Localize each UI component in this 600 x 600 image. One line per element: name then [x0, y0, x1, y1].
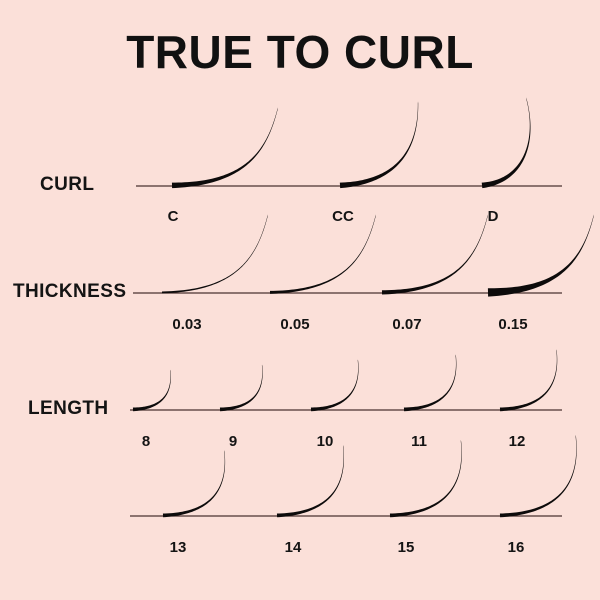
tick-label-length-13: 13 — [169, 539, 187, 556]
tick-label-length-11: 11 — [411, 433, 427, 450]
lash-curl-CC — [339, 101, 419, 189]
row-label-length: LENGTH — [28, 398, 109, 419]
tick-label-length-12: 12 — [508, 433, 526, 450]
tick-label-thickness-0.05: 0.05 — [280, 316, 310, 333]
lash-length-10 — [310, 359, 359, 412]
lash-length-15 — [389, 439, 462, 518]
lash-thickness-0.15 — [487, 214, 594, 297]
tick-label-length-9: 9 — [228, 433, 238, 450]
row-label-thickness: THICKNESS — [13, 281, 127, 302]
lash-length-11 — [403, 354, 457, 412]
tick-label-length-14: 14 — [284, 539, 302, 556]
lash-thickness-0.03 — [161, 214, 268, 294]
lash-length-9 — [219, 364, 263, 412]
baselines-group — [130, 185, 562, 517]
tick-label-curl-C: C — [167, 208, 179, 225]
lash-curl-D — [481, 97, 531, 189]
lash-length-12 — [499, 349, 558, 412]
row-label-curl: CURL — [40, 174, 95, 195]
lash-length-8 — [132, 369, 171, 412]
tick-label-curl-D: D — [487, 208, 499, 225]
lashes-group — [132, 97, 594, 518]
tick-label-length-8: 8 — [141, 433, 151, 450]
tick-label-length-15: 15 — [397, 539, 415, 556]
tick-label-length-16: 16 — [507, 539, 525, 556]
lash-curl-C — [171, 107, 278, 189]
lash-thickness-0.05 — [269, 214, 376, 294]
tick-label-length-10: 10 — [316, 433, 334, 450]
tick-label-thickness-0.15: 0.15 — [498, 316, 528, 333]
lash-length-13 — [162, 450, 226, 518]
tick-label-thickness-0.07: 0.07 — [392, 316, 422, 333]
lash-length-14 — [276, 445, 344, 518]
tick-label-thickness-0.03: 0.03 — [172, 316, 202, 333]
page-title: TRUE TO CURL — [126, 26, 474, 78]
tick-label-curl-CC: CC — [332, 208, 354, 225]
lash-thickness-0.07 — [381, 214, 488, 295]
